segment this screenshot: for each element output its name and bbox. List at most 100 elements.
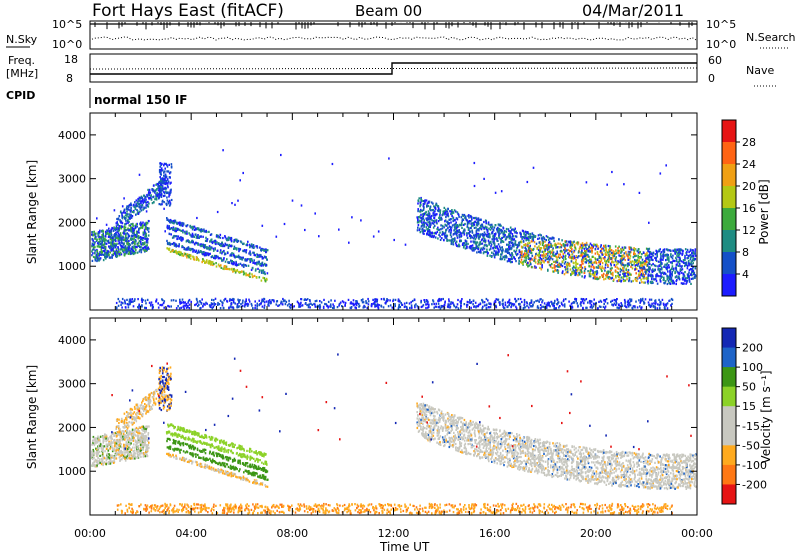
power-echo-cell — [140, 248, 142, 251]
power-echo-cell — [569, 240, 572, 243]
power-echo-cell — [118, 254, 121, 257]
power-echo-cell — [157, 186, 159, 190]
power-echo-cell — [437, 226, 439, 229]
power-echo-cell — [445, 235, 448, 238]
power-echo-cell — [668, 260, 670, 263]
power-echo-cell — [519, 241, 521, 244]
power-echo-cell — [169, 218, 172, 222]
power-echo-cell — [173, 243, 176, 247]
power-echo-cell — [678, 253, 680, 256]
nave-label: Nave — [746, 64, 774, 77]
power-echo-cell — [222, 267, 224, 270]
power-echo-cell — [587, 270, 589, 273]
power-echo-cell — [442, 213, 444, 216]
power-echo-cell — [236, 263, 239, 266]
power-echo-cell — [215, 234, 218, 237]
power-echo-cell — [617, 272, 619, 275]
power-echo-cell — [158, 185, 161, 188]
power-echo-cell — [685, 261, 688, 264]
power-echo-cell — [180, 236, 182, 239]
power-echo-cell — [265, 277, 268, 280]
power-echo-cell — [131, 248, 134, 251]
power-echo-cell — [648, 258, 650, 261]
power-echo-cell — [182, 254, 185, 257]
power-echo-cell — [202, 258, 204, 261]
power-echo-cell — [211, 241, 214, 244]
power-echo-cell — [587, 259, 590, 262]
power-echo-cell — [98, 245, 100, 248]
power-echo-cell — [184, 301, 187, 304]
power-echo-cell — [523, 254, 526, 257]
power-echo-cell — [145, 204, 147, 207]
power-echo-cell — [129, 249, 132, 252]
power-echo-cell — [485, 221, 488, 225]
power-echo-cell — [460, 234, 463, 237]
power-echo-cell — [249, 246, 251, 249]
power-echo-cell — [539, 247, 541, 250]
power-echo-cell — [266, 249, 269, 252]
power-echo-cell — [132, 246, 135, 249]
power-echo-cell — [99, 257, 102, 260]
power-echo-cell — [155, 195, 157, 198]
power-echo-cell — [159, 183, 162, 186]
power-echo-cell — [436, 213, 438, 216]
power-echo-cell — [496, 227, 499, 230]
power-echo-cell — [479, 240, 481, 243]
power-echo-cell — [144, 195, 147, 199]
power-echo-cell — [577, 241, 580, 244]
power-echo-cell — [459, 231, 461, 234]
power-echo-cell — [97, 232, 99, 235]
power-echo-cell — [638, 274, 640, 278]
power-echo-cell — [256, 307, 258, 310]
power-echo-cell — [477, 234, 479, 237]
power-echo-cell — [501, 240, 503, 243]
power-echo-cell — [183, 252, 186, 255]
power-echo-cell — [261, 262, 263, 265]
power-echo-cell — [141, 237, 143, 240]
power-echo-cell — [564, 247, 566, 250]
power-echo-cell — [221, 244, 224, 248]
power-echo-cell — [595, 245, 597, 248]
power-echo-cell — [314, 212, 316, 215]
power-echo-cell — [475, 234, 478, 237]
power-echo-cell — [562, 255, 565, 258]
power-echo-cell — [165, 202, 167, 205]
power-echo-cell — [454, 232, 456, 235]
power-echo-cell — [188, 303, 191, 306]
power-echo-cell — [452, 219, 454, 223]
power-echo-cell — [492, 235, 494, 238]
power-echo-cell — [657, 250, 659, 253]
power-echo-cell — [688, 250, 690, 254]
power-echo-cell — [486, 254, 489, 257]
power-echo-cell — [419, 215, 421, 218]
power-echo-cell — [507, 257, 510, 261]
power-echo-cell — [602, 305, 605, 308]
power-echo-cell — [203, 244, 205, 247]
power-echo-cell — [473, 247, 476, 250]
power-echo-cell — [107, 239, 110, 242]
power-echo-cell — [623, 275, 625, 278]
power-echo-cell — [576, 262, 579, 265]
power-echo-cell — [461, 232, 463, 235]
power-echo-cell — [106, 229, 108, 232]
power-echo-cell — [534, 257, 537, 260]
power-echo-cell — [624, 272, 627, 275]
power-echo-cell — [422, 214, 425, 218]
power-echo-cell — [669, 249, 671, 252]
power-echo-cell — [147, 200, 149, 204]
power-echo-cell — [499, 223, 501, 226]
power-echo-cell — [252, 251, 254, 254]
power-echo-cell — [224, 252, 227, 255]
power-echo-cell — [500, 229, 502, 232]
power-echo-cell — [197, 243, 199, 246]
power-echo-cell — [103, 249, 106, 252]
power-echo-cell — [120, 245, 122, 248]
power-echo-cell — [529, 244, 531, 247]
power-echo-cell — [212, 262, 215, 265]
power-echo-cell — [641, 253, 643, 256]
power-echo-cell — [639, 250, 641, 254]
power-echo-cell — [577, 243, 579, 246]
power-echo-cell — [360, 219, 362, 222]
power-echo-cell — [450, 218, 452, 221]
power-echo-cell — [433, 224, 436, 227]
